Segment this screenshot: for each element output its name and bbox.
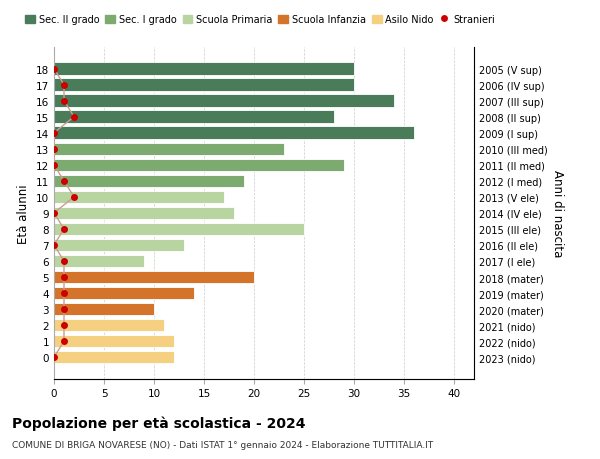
Point (49, 130, 59, 137)
Point (69, 194, 79, 201)
Bar (54, 191, 224, 204)
Bar (54, 175, 244, 188)
Y-axis label: Età alunni: Età alunni (17, 184, 31, 243)
Point (49, 66, 59, 73)
Bar (54, 287, 194, 300)
Point (59, 338, 69, 345)
Text: COMUNE DI BRIGA NOVARESE (NO) - Dati ISTAT 1° gennaio 2024 - Elaborazione TUTTIT: COMUNE DI BRIGA NOVARESE (NO) - Dati IST… (12, 440, 433, 449)
Point (49, 146, 59, 153)
Bar (54, 351, 174, 364)
Point (49, 242, 59, 249)
Point (49, 354, 59, 361)
Point (69, 114, 79, 121)
Point (59, 306, 69, 313)
Point (59, 226, 69, 233)
Bar (54, 271, 254, 284)
Bar (54, 143, 284, 156)
Bar (54, 79, 354, 92)
Point (49, 210, 59, 217)
Point (59, 178, 69, 185)
Point (59, 82, 69, 89)
Point (59, 258, 69, 265)
Bar (54, 239, 184, 252)
Bar (54, 319, 164, 332)
Point (59, 290, 69, 297)
Bar (54, 63, 354, 76)
Bar (54, 127, 414, 140)
Bar (54, 159, 344, 172)
Y-axis label: Anni di nascita: Anni di nascita (551, 170, 564, 257)
Point (59, 98, 69, 105)
Point (59, 274, 69, 281)
Bar (54, 223, 304, 235)
Point (49, 162, 59, 169)
Bar (54, 255, 144, 268)
Legend: Sec. II grado, Sec. I grado, Scuola Primaria, Scuola Infanzia, Asilo Nido, Stran: Sec. II grado, Sec. I grado, Scuola Prim… (25, 15, 495, 25)
Bar (54, 207, 234, 220)
Text: Popolazione per età scolastica - 2024: Popolazione per età scolastica - 2024 (12, 415, 305, 430)
Bar (54, 303, 154, 316)
Bar (54, 111, 334, 123)
Bar (54, 95, 394, 108)
Point (59, 322, 69, 329)
Bar (54, 335, 174, 347)
